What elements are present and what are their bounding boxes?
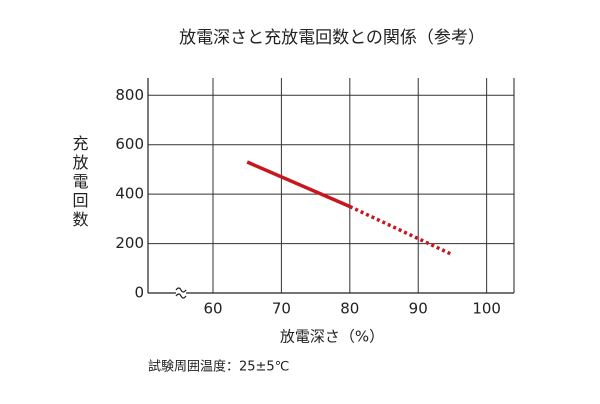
axis-break	[175, 287, 187, 299]
y-tick-label: 400	[115, 185, 144, 203]
y-tick-label: 600	[115, 135, 144, 153]
footnote: 試験周囲温度：25±5℃	[148, 359, 289, 375]
x-tick-label: 60	[203, 300, 222, 318]
chart-title: 放電深さと充放電回数との関係（参考）	[179, 28, 485, 48]
axis-break-gap	[176, 287, 186, 299]
data-line	[349, 204, 454, 257]
x-tick-label: 100	[472, 300, 501, 318]
data-line	[246, 160, 351, 209]
x-axis-label: 放電深さ（%）	[280, 328, 384, 346]
x-tick-label: 80	[340, 300, 359, 318]
y-tick-label: 0	[134, 284, 144, 302]
y-tick-label: 200	[115, 234, 144, 252]
x-tick-label: 90	[409, 300, 428, 318]
x-tick-label: 70	[272, 300, 291, 318]
y-axis-label: 充放電回数	[70, 135, 89, 230]
y-tick-label: 800	[115, 86, 144, 104]
